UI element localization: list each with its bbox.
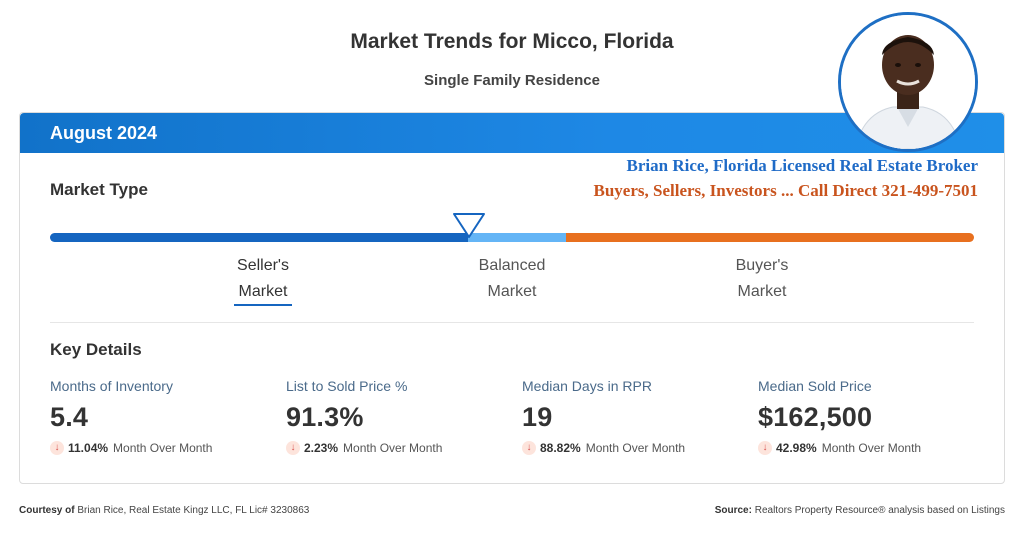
metric-change-percent: 11.04%	[68, 441, 109, 455]
selected-market-underline	[234, 304, 292, 306]
buyers-market-label: Buyer's Market	[692, 253, 832, 305]
source-text: Realtors Property Resource® analysis bas…	[754, 505, 1005, 516]
balanced-market-label: Balanced Market	[442, 253, 582, 305]
metric-median-sold-price: Median Sold Price $162,500 ↓ 42.98% Mont…	[758, 378, 988, 455]
metric-change-percent: 2.23%	[304, 441, 339, 455]
metric-change-period: Month Over Month	[113, 441, 213, 455]
metric-change-period: Month Over Month	[821, 441, 922, 455]
market-trends-card: August 2024	[19, 112, 1005, 484]
source-footer: Source: Realtors Property Resource® anal…	[715, 505, 1005, 516]
metric-change: ↓ 2.23% Month Over Month	[286, 441, 516, 455]
key-details-heading: Key Details	[50, 340, 142, 359]
metric-change-percent: 88.82%	[540, 441, 581, 455]
sellers-market-label-line2: Market	[238, 283, 288, 300]
arrow-down-icon: ↓	[286, 441, 300, 455]
metric-value: 5.4	[50, 402, 89, 432]
metric-change-period: Month Over Month	[585, 441, 686, 455]
sellers-market-label-line1: Seller's	[237, 257, 289, 274]
courtesy-footer: Courtesy of Brian Rice, Real Estate King…	[19, 505, 309, 516]
source-label: Source:	[714, 505, 752, 516]
metric-value: $162,500	[758, 402, 873, 432]
balanced-market-label-line2: Market	[487, 283, 537, 300]
buyers-market-label-line2: Market	[737, 283, 787, 300]
market-type-heading: Market Type	[50, 180, 148, 199]
metric-change-period: Month Over Month	[343, 441, 443, 455]
metric-change: ↓ 11.04% Month Over Month	[50, 441, 280, 455]
arrow-down-icon: ↓	[758, 441, 772, 455]
section-divider	[50, 322, 974, 323]
report-month: August 2024	[50, 123, 158, 143]
metric-change: ↓ 88.82% Month Over Month	[522, 441, 752, 455]
broker-contact-line: Buyers, Sellers, Investors ... Call Dire…	[593, 181, 979, 200]
metric-label: Median Days in RPR	[522, 378, 652, 394]
arrow-down-icon: ↓	[50, 441, 64, 455]
sellers-market-segment	[50, 233, 470, 242]
page-title: Market Trends for Micco, Florida	[350, 30, 674, 53]
balanced-market-segment	[468, 233, 568, 242]
metric-change-percent: 42.98%	[776, 441, 817, 455]
metric-label: Months of Inventory	[50, 378, 173, 394]
agent-avatar	[838, 12, 978, 152]
metric-change: ↓ 42.98% Month Over Month	[758, 441, 988, 455]
metric-list-to-sold-price: List to Sold Price % 91.3% ↓ 2.23% Month…	[286, 378, 516, 455]
metric-label: Median Sold Price	[758, 378, 872, 394]
buyers-market-label-line1: Buyer's	[735, 257, 789, 274]
balanced-market-label-line1: Balanced	[478, 257, 546, 274]
courtesy-text: Brian Rice, Real Estate Kingz LLC, FL Li…	[77, 505, 310, 516]
arrow-down-icon: ↓	[522, 441, 536, 455]
metric-months-of-inventory: Months of Inventory 5.4 ↓ 11.04% Month O…	[50, 378, 280, 455]
page-subtitle: Single Family Residence	[424, 72, 600, 89]
metric-value: 91.3%	[286, 402, 364, 432]
card-header: August 2024	[20, 113, 1004, 153]
sellers-market-label: Seller's Market	[193, 253, 333, 305]
courtesy-label: Courtesy of	[19, 505, 75, 516]
metric-median-days-in-rpr: Median Days in RPR 19 ↓ 88.82% Month Ove…	[522, 378, 752, 455]
metric-value: 19	[522, 402, 553, 432]
metric-label: List to Sold Price %	[286, 378, 408, 394]
buyers-market-segment	[566, 233, 974, 242]
broker-name-line: Brian Rice, Florida Licensed Real Estate…	[626, 156, 978, 175]
triangle-pointer-icon	[453, 213, 485, 238]
